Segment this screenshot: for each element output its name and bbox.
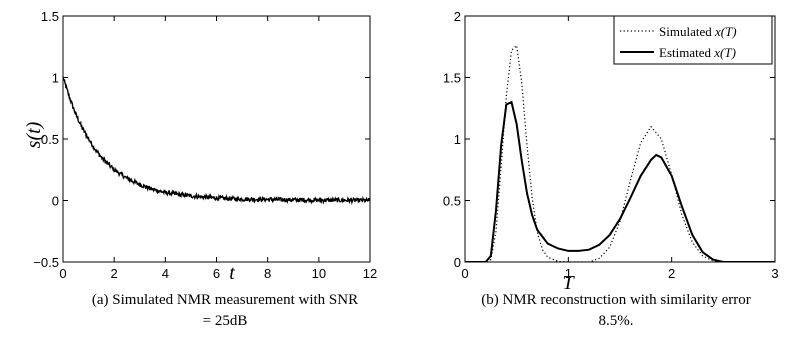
series-line-simulated-x-t bbox=[465, 44, 775, 262]
y-tick-label: 0.5 bbox=[443, 194, 461, 209]
y-tick-label: 0 bbox=[454, 255, 461, 270]
y-tick-label: 2 bbox=[454, 9, 461, 24]
x-tick-label: 4 bbox=[162, 266, 169, 281]
x-tick-label: 0 bbox=[59, 266, 66, 281]
x-tick-label: 2 bbox=[111, 266, 118, 281]
chart-a-frame bbox=[62, 15, 371, 263]
chart-a-y-axis-label: s(t) bbox=[23, 121, 45, 148]
x-tick-label: 6 bbox=[213, 266, 220, 281]
chart-a-x-axis-label: t bbox=[229, 262, 235, 284]
chart-b-caption-line-2: 8.5%. bbox=[599, 313, 634, 329]
x-tick-label: 8 bbox=[264, 266, 271, 281]
y-tick-label: 1.5 bbox=[41, 9, 59, 24]
legend-entry-simulated: Simulated x(T) bbox=[659, 24, 737, 39]
x-tick-label: 1 bbox=[565, 266, 572, 281]
series-line-estimated-x-t bbox=[465, 100, 775, 262]
y-tick-label: 1 bbox=[52, 71, 59, 86]
y-tick-label: 1.5 bbox=[443, 71, 461, 86]
x-tick-label: 2 bbox=[668, 266, 675, 281]
x-tick-label: 10 bbox=[312, 266, 326, 281]
legend-entry-simulated-text: Simulated bbox=[659, 24, 715, 39]
chart-b-legend: Simulated x(T) Estimated x(T) bbox=[613, 15, 773, 65]
y-tick-label: 0.5 bbox=[41, 132, 59, 147]
legend-entry-estimated: Estimated x(T) bbox=[659, 45, 736, 60]
chart-a-series bbox=[63, 76, 370, 206]
x-tick-label: 0 bbox=[461, 266, 468, 281]
chart-a-ticks: 0 2 4 6 8 10 12−0.500.511.5 bbox=[33, 9, 377, 281]
y-tick-label: 1 bbox=[454, 132, 461, 147]
chart-b-series bbox=[465, 44, 775, 262]
chart-b-x-axis-label: T bbox=[562, 272, 575, 294]
series-line-signal bbox=[63, 76, 370, 206]
chart-b-caption-line-1: (b) NMR reconstruction with similarity e… bbox=[481, 292, 751, 308]
x-tick-label: 3 bbox=[771, 266, 778, 281]
chart-a-caption-line-1: (a) Simulated NMR measurement with SNR bbox=[92, 292, 358, 308]
legend-entry-estimated-var: x(T) bbox=[713, 45, 736, 60]
legend-entry-simulated-var: x(T) bbox=[714, 24, 737, 39]
legend-entry-estimated-text: Estimated bbox=[659, 45, 714, 60]
x-tick-label: 12 bbox=[363, 266, 377, 281]
y-tick-label: 0 bbox=[52, 194, 59, 209]
y-tick-label: −0.5 bbox=[33, 255, 59, 270]
legend-box bbox=[613, 15, 773, 65]
chart-b-ticks: 0 1 2 3 0 0.5 1 1.5 2 bbox=[443, 9, 779, 281]
chart-panel-a: 0 2 4 6 8 10 12−0.500.511.5 t s(t) (a) Simulat… bbox=[23, 9, 377, 329]
chart-a-caption-line-2: = 25dB bbox=[203, 313, 248, 329]
chart-panel-b: 0 1 2 3 0 0.5 1 1.5 2 T Simulated x(T) Estimated… bbox=[443, 9, 779, 329]
